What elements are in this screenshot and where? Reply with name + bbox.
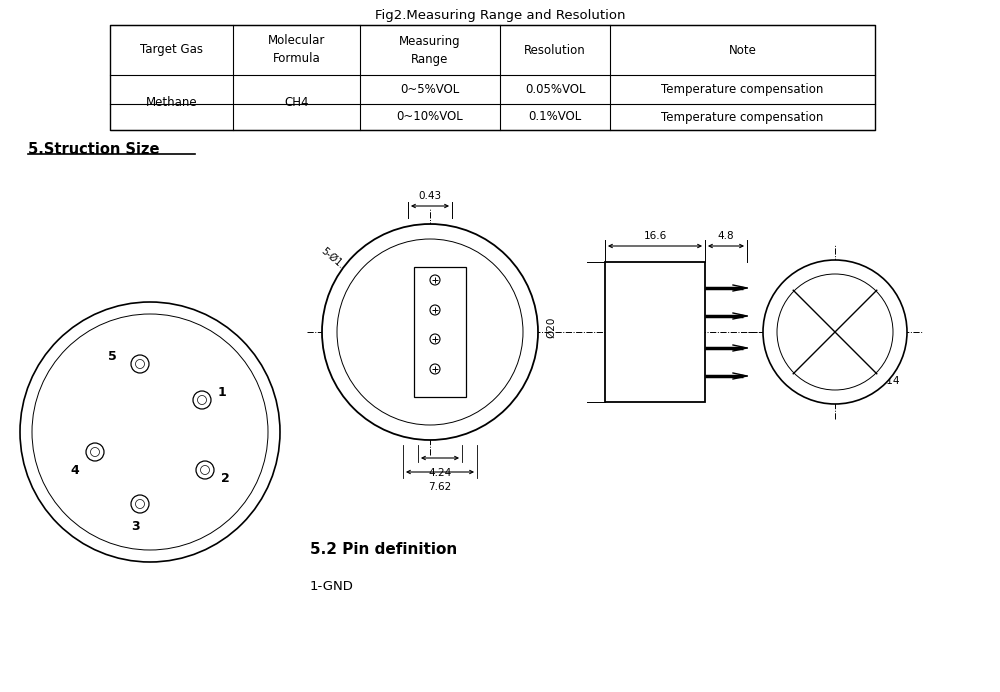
Circle shape — [430, 364, 440, 374]
Text: Temperature compensation: Temperature compensation — [661, 83, 824, 96]
Circle shape — [198, 396, 207, 405]
Text: 0~5%VOL: 0~5%VOL — [400, 83, 460, 96]
Circle shape — [763, 260, 907, 404]
Circle shape — [20, 302, 280, 562]
Text: Molecular
Formula: Molecular Formula — [268, 35, 325, 66]
Circle shape — [193, 391, 211, 409]
Text: Fig2.Measuring Range and Resolution: Fig2.Measuring Range and Resolution — [375, 9, 625, 22]
Text: 0.05%VOL: 0.05%VOL — [525, 83, 585, 96]
Circle shape — [337, 239, 523, 425]
Text: 2: 2 — [221, 471, 229, 484]
Circle shape — [86, 443, 104, 461]
Text: Note: Note — [729, 44, 756, 57]
Text: Measuring
Range: Measuring Range — [399, 35, 461, 66]
Text: 0.1%VOL: 0.1%VOL — [528, 111, 582, 123]
Text: 5.08: 5.08 — [494, 326, 504, 348]
Text: 3: 3 — [131, 520, 139, 533]
Text: 4.24: 4.24 — [428, 468, 452, 478]
Circle shape — [32, 314, 268, 550]
Text: 1: 1 — [218, 385, 226, 399]
Bar — [110, 25, 875, 130]
Text: 5.2 Pin definition: 5.2 Pin definition — [310, 542, 457, 557]
Circle shape — [430, 275, 440, 285]
Text: 10.67: 10.67 — [508, 318, 518, 346]
Text: 4: 4 — [71, 464, 79, 477]
Text: Methane: Methane — [146, 96, 197, 109]
Text: Temperature compensation: Temperature compensation — [661, 111, 824, 123]
Circle shape — [90, 448, 100, 457]
Text: 5: 5 — [108, 349, 116, 363]
Circle shape — [430, 334, 440, 344]
Text: 0.43: 0.43 — [418, 191, 442, 201]
Text: 16.6: 16.6 — [643, 231, 667, 241]
Circle shape — [131, 355, 149, 373]
Circle shape — [777, 274, 893, 390]
Text: Ø20: Ø20 — [546, 316, 556, 338]
Bar — [414, 267, 466, 397]
Bar — [605, 262, 705, 402]
Circle shape — [131, 495, 149, 513]
Circle shape — [136, 500, 144, 509]
Text: Target Gas: Target Gas — [140, 44, 203, 57]
Circle shape — [322, 224, 538, 440]
Text: 5-Ø1.5: 5-Ø1.5 — [319, 246, 351, 274]
Text: Ø14: Ø14 — [879, 376, 900, 385]
Text: 0~10%VOL: 0~10%VOL — [397, 111, 463, 123]
Circle shape — [200, 466, 210, 475]
Circle shape — [136, 360, 144, 369]
Circle shape — [196, 461, 214, 479]
Text: 4.8: 4.8 — [718, 231, 734, 241]
Text: 1-GND: 1-GND — [310, 580, 354, 593]
Text: 5.Struction Size: 5.Struction Size — [28, 142, 160, 157]
Text: CH4: CH4 — [284, 96, 309, 109]
Circle shape — [430, 305, 440, 315]
Text: Resolution: Resolution — [524, 44, 586, 57]
Text: 7.62: 7.62 — [428, 482, 452, 492]
